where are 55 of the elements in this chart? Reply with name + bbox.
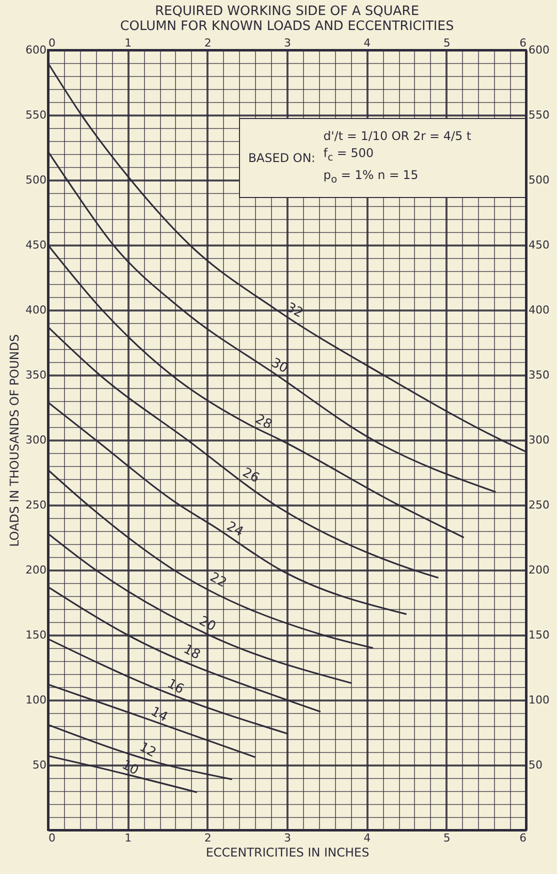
- text: 26: [240, 465, 262, 486]
- text: 14: [148, 704, 170, 726]
- y2-tick-label: 500: [528, 174, 550, 186]
- y2-tick-label: 600: [528, 44, 550, 56]
- y-tick-label: 550: [26, 108, 46, 122]
- text: 24: [224, 519, 246, 540]
- y-tick-label: 600: [26, 44, 46, 56]
- y2-tick-label: 50: [528, 758, 542, 772]
- y-tick-label: 500: [26, 174, 46, 186]
- y-tick-label: 450: [26, 238, 46, 252]
- x-tick-label: 1: [124, 832, 132, 844]
- y2-tick-label: 300: [528, 434, 550, 446]
- x2-tick-label: 3: [284, 36, 291, 50]
- y-axis-title: LOADS IN THOUSANDS OF POUNDS: [8, 334, 22, 547]
- y2-tick-label: 100: [528, 694, 550, 706]
- y-tick-label: 350: [26, 368, 46, 382]
- y2-tick-label: 150: [528, 628, 550, 642]
- text: 20: [196, 614, 218, 635]
- y-tick-label: 400: [26, 304, 46, 316]
- y2-tick-label: 350: [528, 368, 550, 382]
- y-tick-label: 50: [32, 758, 46, 772]
- text: 32: [284, 300, 306, 322]
- annotation: p$_{o}$ = 1% n = 15: [323, 166, 420, 187]
- text: 22: [207, 570, 229, 591]
- x-axis-title: ECCENTRICITIES IN INCHES: [206, 846, 370, 860]
- x2-tick-label: 0: [48, 36, 56, 50]
- y-tick-label: 300: [26, 434, 46, 446]
- x-tick-label: 5: [443, 832, 450, 844]
- y2-tick-label: 400: [528, 304, 550, 316]
- x-tick-label: 0: [48, 832, 56, 844]
- y2-tick-label: 450: [528, 238, 550, 252]
- y-tick-label: 150: [26, 628, 46, 642]
- y2-tick-label: 250: [528, 498, 550, 512]
- x2-tick-label: 5: [443, 36, 450, 50]
- x2-tick-label: 1: [124, 36, 132, 50]
- text: 30: [268, 356, 290, 377]
- annotation: f$_{c}$ = 500: [323, 145, 375, 166]
- y-tick-label: 200: [26, 564, 46, 576]
- text: 18: [180, 642, 203, 663]
- x-tick-label: 4: [364, 832, 371, 844]
- text: 28: [252, 412, 274, 433]
- x-tick-label: 3: [284, 832, 291, 844]
- annotation: d'/t = 1/10 OR 2r = 4/5 t: [323, 128, 472, 146]
- y2-tick-label: 550: [528, 108, 550, 122]
- x-tick-label: 6: [520, 832, 526, 844]
- x2-tick-label: 2: [204, 36, 212, 50]
- y-tick-label: 250: [26, 498, 46, 512]
- text: 16: [164, 676, 186, 698]
- x-tick-label: 2: [204, 832, 212, 844]
- chart-title: REQUIRED WORKING SIDE OF A SQUARE COLUMN FOR KNOWN LOADS AND ECCENTRICITIES: [120, 4, 454, 34]
- y2-tick-label: 200: [528, 564, 550, 576]
- x2-tick-label: 4: [364, 36, 371, 50]
- annotation: BASED ON:: [247, 151, 316, 166]
- y-tick-label: 100: [26, 694, 46, 706]
- x2-tick-label: 6: [520, 36, 526, 50]
